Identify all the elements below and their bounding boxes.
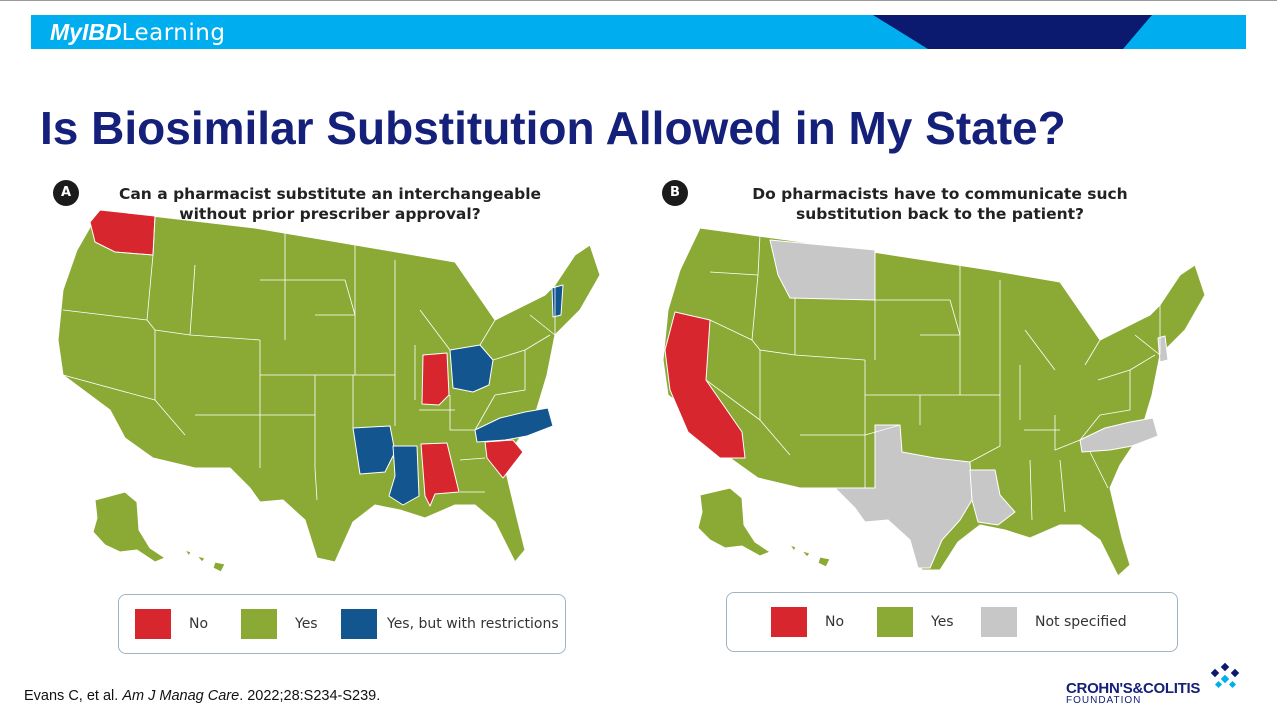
legend-b-not-specified-swatch	[981, 607, 1017, 637]
panel-b-legend: No Yes Not specified	[726, 592, 1178, 652]
map-a-ohio	[449, 344, 494, 393]
foundation-sub: FOUNDATION	[1066, 695, 1142, 706]
map-a-south-carolina	[484, 439, 524, 479]
legend-a-yes-label: Yes	[295, 616, 318, 632]
map-a-mississippi	[388, 445, 420, 506]
panel-a-badge: A	[53, 180, 79, 206]
map-b-north-carolina	[1079, 417, 1159, 453]
legend-b-yes-label: Yes	[931, 614, 954, 630]
map-b-california	[664, 311, 746, 459]
legend-b-not-specified: Not specified	[981, 593, 1127, 651]
brand-banner: MyIBDLearning	[31, 15, 1246, 49]
map-a-state-borders	[62, 215, 556, 501]
panel-a-us-map	[57, 209, 601, 573]
panel-b-us-map	[662, 227, 1206, 577]
top-rule	[0, 0, 1277, 1]
legend-a-restricted-swatch	[341, 609, 377, 639]
map-b-montana	[769, 239, 876, 301]
map-a-north-carolina	[474, 407, 554, 443]
map-a-vermont	[551, 284, 564, 318]
citation-authors: Evans C, et al.	[24, 688, 123, 704]
legend-a-restricted: Yes, but with restrictions	[341, 595, 559, 653]
map-b-alaska	[697, 487, 771, 557]
map-a-alaska	[92, 491, 166, 563]
legend-b-not-specified-label: Not specified	[1035, 614, 1127, 630]
legend-a-restricted-label: Yes, but with restrictions	[387, 616, 559, 632]
map-a-indiana	[421, 352, 450, 406]
citation-journal: Am J Manag Care	[122, 688, 240, 704]
panel-b-question: Do pharmacists have to communicate such …	[715, 184, 1165, 224]
legend-a-yes-swatch	[241, 609, 277, 639]
citation-details: . 2022;28:S234-S239.	[239, 688, 381, 704]
legend-b-no-swatch	[771, 607, 807, 637]
banner-dark-band	[873, 15, 1152, 49]
map-b-texas	[834, 424, 973, 569]
map-b-conus	[662, 227, 1206, 577]
panel-b-question-line2: substitution back to the patient?	[795, 205, 1085, 223]
foundation-star-icon	[1210, 662, 1240, 689]
panel-b-badge: B	[662, 180, 688, 206]
panel-a-legend: No Yes Yes, but with restrictions	[118, 594, 566, 654]
legend-b-no: No	[771, 593, 844, 651]
map-a-conus	[57, 209, 601, 563]
brand-part1: MyIBD	[50, 19, 122, 45]
panel-a-question: Can a pharmacist substitute an interchan…	[100, 184, 560, 224]
legend-a-yes: Yes	[241, 595, 318, 653]
legend-a-no: No	[135, 595, 208, 653]
brand-logo: MyIBDLearning	[50, 20, 225, 45]
map-a-hawaii	[184, 549, 226, 573]
map-b-hawaii	[789, 544, 831, 568]
legend-b-yes: Yes	[877, 593, 954, 651]
map-a-arkansas	[352, 425, 396, 475]
legend-a-no-label: No	[189, 616, 209, 632]
map-b-louisiana	[969, 469, 1016, 526]
slide-title: Is Biosimilar Substitution Allowed in My…	[40, 102, 1066, 154]
foundation-name: CROHN'S&COLITIS	[1066, 680, 1201, 697]
citation: Evans C, et al. Am J Manag Care. 2022;28…	[24, 688, 380, 704]
panel-b-question-line1: Do pharmacists have to communicate such	[752, 185, 1128, 203]
brand-part2: Learning	[121, 20, 226, 46]
map-b-state-borders	[705, 234, 1161, 521]
crohns-colitis-foundation-logo: CROHN'S&COLITIS FOUNDATION	[1066, 662, 1246, 710]
legend-a-no-swatch	[135, 609, 171, 639]
map-a-alabama	[420, 442, 460, 507]
panel-a-question-line1: Can a pharmacist substitute an interchan…	[118, 185, 542, 203]
panel-a-question-line2: without prior prescriber approval?	[179, 205, 481, 223]
legend-b-yes-swatch	[877, 607, 913, 637]
legend-b-no-label: No	[825, 614, 845, 630]
